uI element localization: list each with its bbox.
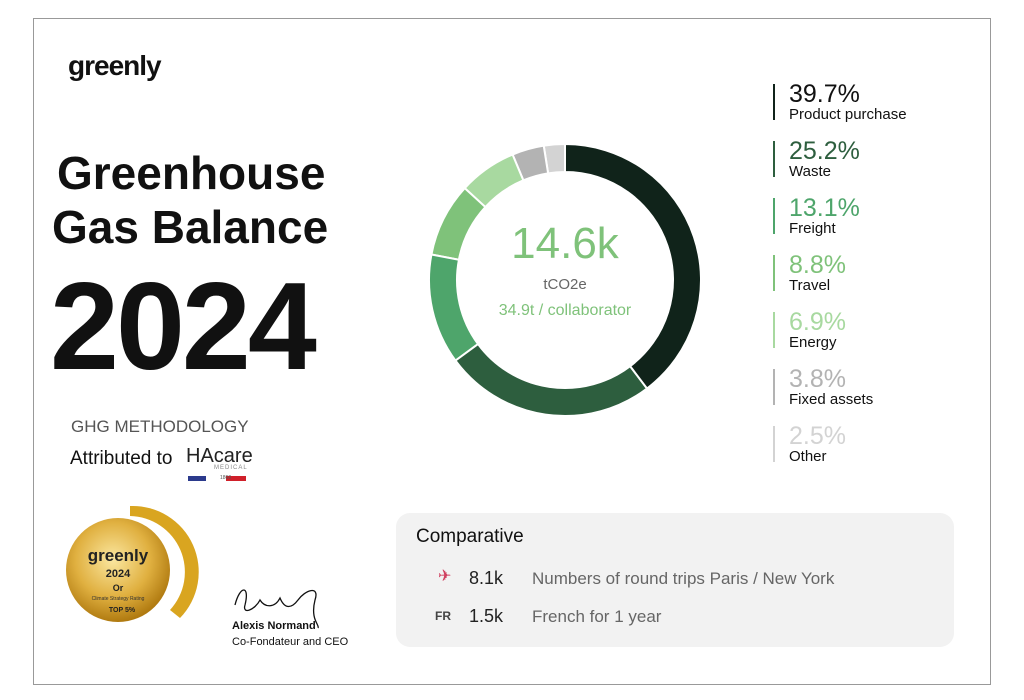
company-sub: MEDICAL [214,465,248,471]
legend-label: Travel [789,277,831,294]
legend-bar [773,426,775,462]
methodology-label: GHG METHODOLOGY [71,417,249,436]
signature-drawing [234,589,319,629]
center-unit: tCO2e [543,276,586,293]
legend-item: 25.2% Waste [773,137,973,185]
legend-item: 6.9% Energy [773,308,973,356]
legend-value: 3.8% [789,365,846,393]
legend-bar [773,141,775,177]
donut-chart: 14.6k tCO2e 34.9t / collaborator [428,142,702,417]
badge-logo: greenly [88,546,149,565]
logo: greenly [68,50,162,81]
legend-bar [773,369,775,405]
comparative-box [396,513,954,647]
signer-role: Co-Fondateur and CEO [232,636,349,648]
legend-item: 3.8% Fixed assets [773,365,973,413]
legend-item: 8.8% Travel [773,251,973,299]
legend-bar [773,312,775,348]
badge-rank: TOP 5% [109,607,136,614]
center-value: 14.6k [511,219,620,268]
badge-rating: Climate Strategy Rating [92,596,145,602]
comparative-value: 1.5k [469,606,504,626]
title: Greenhouse [57,147,326,199]
year: 2024 [50,258,317,396]
donut-segment [511,144,550,182]
flag-stripe [188,476,206,481]
center-subtitle: 34.9t / collaborator [499,302,632,319]
country-code: FR [435,609,451,623]
legend-item: 13.1% Freight [773,194,973,242]
flag-stripe [226,476,246,481]
badge-year: 2024 [106,568,131,580]
legend-value: 8.8% [789,251,846,279]
legend-bar [773,255,775,291]
legend-bar [773,198,775,234]
legend-label: Waste [789,163,831,180]
frame [33,18,991,685]
badge-disc [66,518,170,622]
company-logo: HAcare [186,445,253,467]
legend-label: Product purchase [789,106,907,123]
title: Gas Balance [52,201,329,253]
attributed-text: Attributed to [70,448,173,469]
legend-value: 2.5% [789,422,846,450]
donut-segment [463,153,525,209]
legend-item: 39.7% Product purchase [773,80,973,128]
comparative-label: Numbers of round trips Paris / New York [532,569,835,588]
donut-segment [454,342,649,417]
donut-segment [430,186,487,261]
legend-value: 25.2% [789,137,860,165]
plane-icon: ✈ [438,568,452,585]
signer-name: Alexis Normand [232,620,316,632]
badge-level: Or [113,583,124,593]
legend-value: 6.9% [789,308,846,336]
badge-ring [130,505,199,618]
badge: greenly 2024 Or Climate Strategy Rating … [66,505,199,622]
legend-label: Other [789,448,827,465]
comparative-title: Comparative [416,526,524,547]
legend-value: 13.1% [789,194,860,222]
legend-label: Freight [789,220,836,237]
donut-segment [428,253,480,363]
legend-label: Fixed assets [789,391,874,408]
legend-label: Energy [789,334,837,351]
legend-value: 39.7% [789,80,860,108]
legend-bar [773,84,775,120]
comparative-value: 8.1k [469,568,504,588]
company-year: 1860 [220,475,232,481]
comparative-label: French for 1 year [532,607,662,626]
donut-segment [564,142,702,390]
legend-item: 2.5% Other [773,422,973,470]
